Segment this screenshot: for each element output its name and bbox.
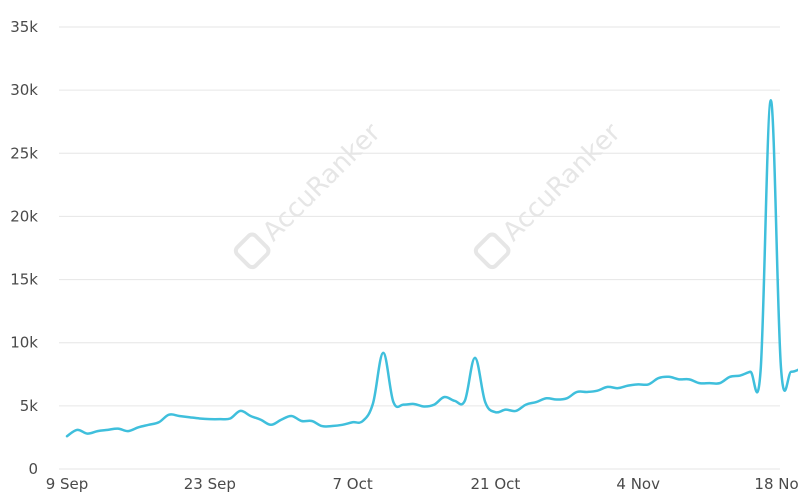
x-tick-label: 9 Sep bbox=[46, 475, 89, 493]
accuranker-logo-icon bbox=[233, 232, 271, 270]
y-tick-label: 20k bbox=[10, 207, 38, 225]
x-tick-label: 21 Oct bbox=[471, 475, 521, 493]
y-tick-label: 10k bbox=[10, 334, 38, 352]
watermark-layer: AccuRanker AccuRanker bbox=[233, 118, 627, 270]
y-tick-label: 5k bbox=[20, 397, 39, 415]
x-tick-label: 23 Sep bbox=[184, 475, 236, 493]
y-tick-label: 25k bbox=[10, 144, 38, 162]
y-tick-label: 35k bbox=[10, 18, 38, 36]
y-tick-label: 30k bbox=[10, 81, 38, 99]
x-tick-label: 4 Nov bbox=[616, 475, 660, 493]
series-line bbox=[65, 98, 798, 438]
x-tick-label: 18 Nov bbox=[754, 475, 798, 493]
y-axis: 0 5k 10k 15k 20k 25k 30k 35k bbox=[10, 18, 38, 478]
watermark-text: AccuRanker bbox=[257, 118, 387, 248]
watermark: AccuRanker bbox=[473, 118, 627, 270]
watermark: AccuRanker bbox=[233, 118, 387, 270]
y-tick-label: 0 bbox=[28, 460, 38, 478]
accuranker-logo-icon bbox=[473, 232, 511, 270]
watermark-text: AccuRanker bbox=[497, 118, 627, 248]
gridlines bbox=[59, 26, 780, 470]
x-tick-label: 7 Oct bbox=[332, 475, 372, 493]
y-tick-label: 15k bbox=[10, 271, 38, 289]
